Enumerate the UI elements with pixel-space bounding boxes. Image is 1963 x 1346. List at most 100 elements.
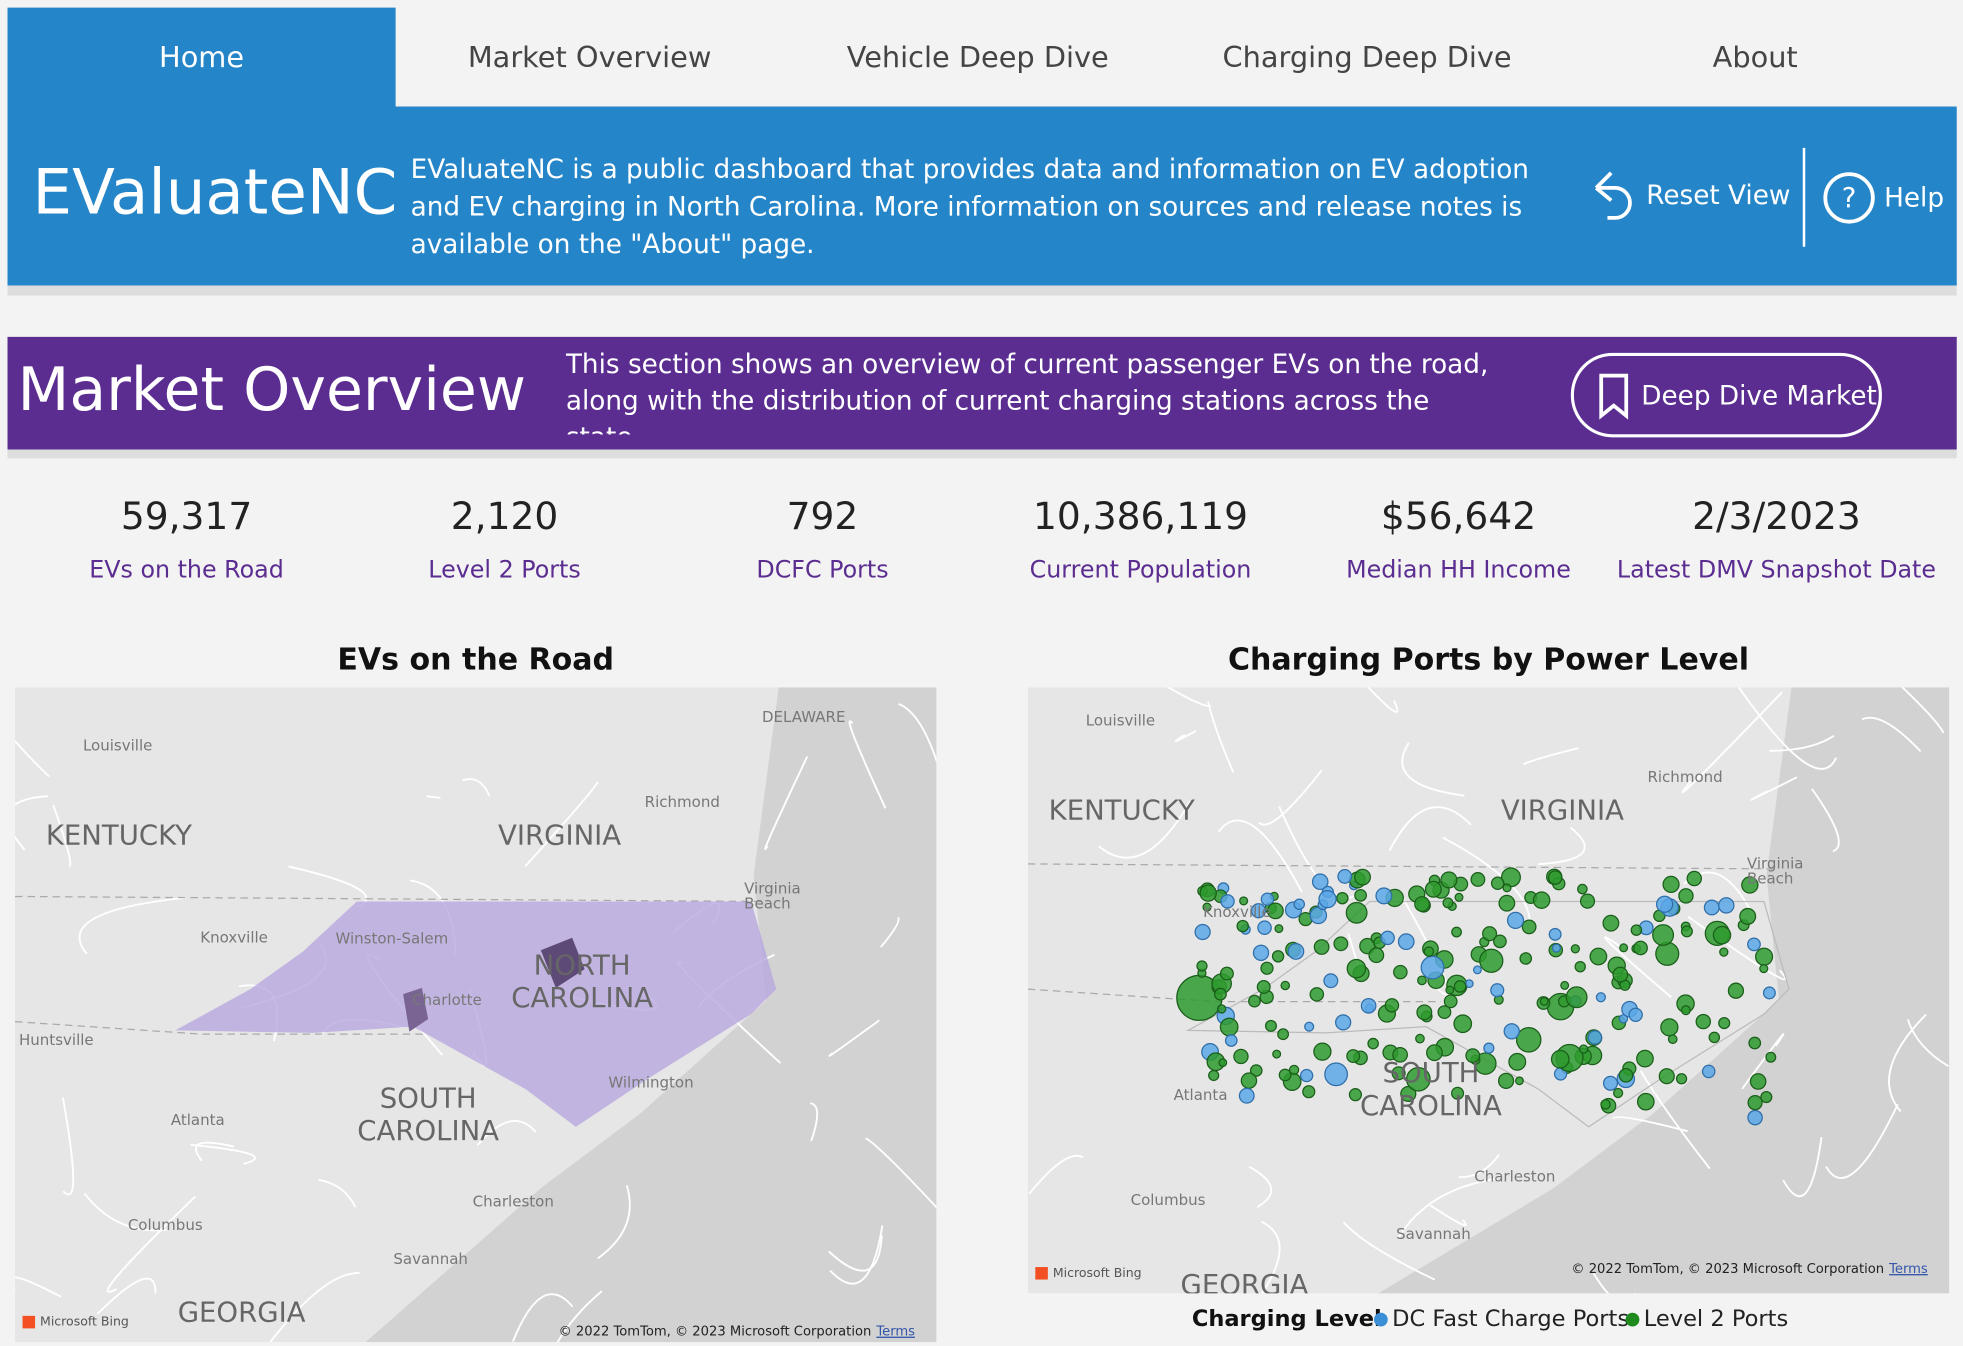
station-dot (1442, 897, 1454, 909)
station-dot (1391, 1066, 1406, 1081)
station-dot (1570, 944, 1580, 954)
nav-tab[interactable]: Charging Deep Dive (1223, 40, 1512, 74)
map-terms[interactable]: Terms (1888, 1262, 1928, 1277)
station-dot (1550, 1049, 1570, 1069)
map-label: Beach (744, 894, 791, 912)
map-terms[interactable]: Terms (875, 1325, 915, 1340)
station-dot (1618, 1067, 1634, 1083)
kpi-value: 10,386,119 (1033, 494, 1248, 538)
station-dot (1250, 903, 1267, 919)
nav-tab[interactable]: Home (159, 40, 244, 74)
station-dot (1313, 1042, 1332, 1061)
map-title: EVs on the Road (337, 643, 614, 678)
road (511, 1293, 574, 1343)
map-label: VIRGINIA (1501, 794, 1624, 826)
header-shadow (7, 285, 1957, 296)
map-attribution: © 2022 TomTom, © 2023 Microsoft Corporat… (1571, 1262, 1884, 1277)
deep-dive-button[interactable]: Deep Dive Market (1570, 352, 1882, 438)
station-dot (1662, 875, 1680, 894)
road (1397, 1177, 1498, 1239)
road (83, 1192, 167, 1232)
station-dot (1636, 1092, 1655, 1111)
station-dot (1479, 948, 1504, 973)
road (865, 1137, 937, 1209)
station-dot (1239, 896, 1249, 906)
road (1429, 1204, 1467, 1227)
station-dot (1277, 1028, 1290, 1041)
station-dot (1578, 1044, 1589, 1054)
station-dot (1453, 980, 1467, 993)
nav-tab[interactable]: Vehicle Deep Dive (847, 40, 1109, 74)
state-border (15, 895, 767, 903)
section-shadow (7, 449, 1957, 459)
station-dot (1324, 1062, 1349, 1087)
station-dot (1741, 876, 1759, 894)
section-text: This section shows an overview of curren… (565, 349, 1489, 434)
help-button[interactable]: ? Help (1823, 172, 1944, 224)
station-dot (1493, 934, 1507, 949)
map-label: SOUTH (380, 1082, 477, 1114)
reset-icon (1594, 171, 1632, 220)
station-dot (1202, 902, 1212, 912)
station-dot (1267, 902, 1284, 920)
station-dot (1748, 1036, 1762, 1050)
station-dot (1397, 933, 1415, 951)
map-label: Winston-Salem (335, 930, 448, 948)
station-dot (1560, 980, 1570, 990)
station-dot (1406, 1066, 1431, 1092)
station-dot (1577, 883, 1588, 895)
station-dot (1323, 973, 1339, 989)
road (556, 1290, 603, 1343)
station-dot (1521, 919, 1537, 935)
station-dot (1345, 901, 1368, 924)
station-dot (1238, 1087, 1255, 1104)
active-tab (7, 7, 396, 108)
station-dot (1482, 926, 1498, 942)
map: KENTUCKY VIRGINIANORTHCAROLINASOUTHCAROLI… (15, 687, 937, 1343)
road (15, 1276, 62, 1298)
station-dot (1574, 960, 1586, 973)
station-dot (1719, 947, 1729, 957)
station-dot (1216, 1004, 1227, 1014)
road (1901, 687, 1945, 734)
station-dot (1272, 1049, 1282, 1059)
station-dot (1660, 1018, 1679, 1037)
header-text: EValuateNC is a public dashboard that pr… (410, 154, 1529, 260)
station-dot (1451, 926, 1462, 938)
station-dot (1426, 1044, 1443, 1062)
station-dot (1762, 986, 1776, 1000)
road (476, 1120, 537, 1146)
map-label: Beach (1747, 869, 1794, 887)
station-dot (1630, 924, 1643, 936)
station-dot (1490, 876, 1505, 891)
station-dot (1423, 946, 1435, 957)
reset-button[interactable]: Reset View (1594, 171, 1790, 220)
state-border (15, 1021, 429, 1035)
station-dot (1655, 895, 1674, 913)
nav-tab[interactable]: Market Overview (468, 40, 712, 74)
station-dot (1633, 940, 1648, 956)
station-dot (1260, 961, 1274, 975)
road (269, 1271, 360, 1343)
map-label: Richmond (645, 793, 720, 811)
map-label: CAROLINA (511, 982, 653, 1014)
station-dot (1497, 1072, 1515, 1090)
station-dot (1233, 1048, 1249, 1065)
station-dot (1440, 871, 1458, 889)
nav-tab[interactable]: About (1713, 40, 1798, 74)
station-dot (1415, 1033, 1425, 1044)
station-dot (1465, 1048, 1481, 1064)
station-dot (1749, 1073, 1767, 1090)
help-icon (1823, 172, 1875, 224)
road (461, 778, 491, 797)
section-title: Market Overview (18, 355, 526, 425)
station-dot (1551, 943, 1561, 953)
station-dot (1718, 1017, 1731, 1030)
station-dot (1414, 896, 1430, 912)
road (828, 1019, 880, 1057)
station-dot (1271, 950, 1285, 963)
station-dot (1219, 966, 1234, 981)
station-dot (1612, 966, 1629, 983)
station-dot (1508, 1052, 1527, 1071)
